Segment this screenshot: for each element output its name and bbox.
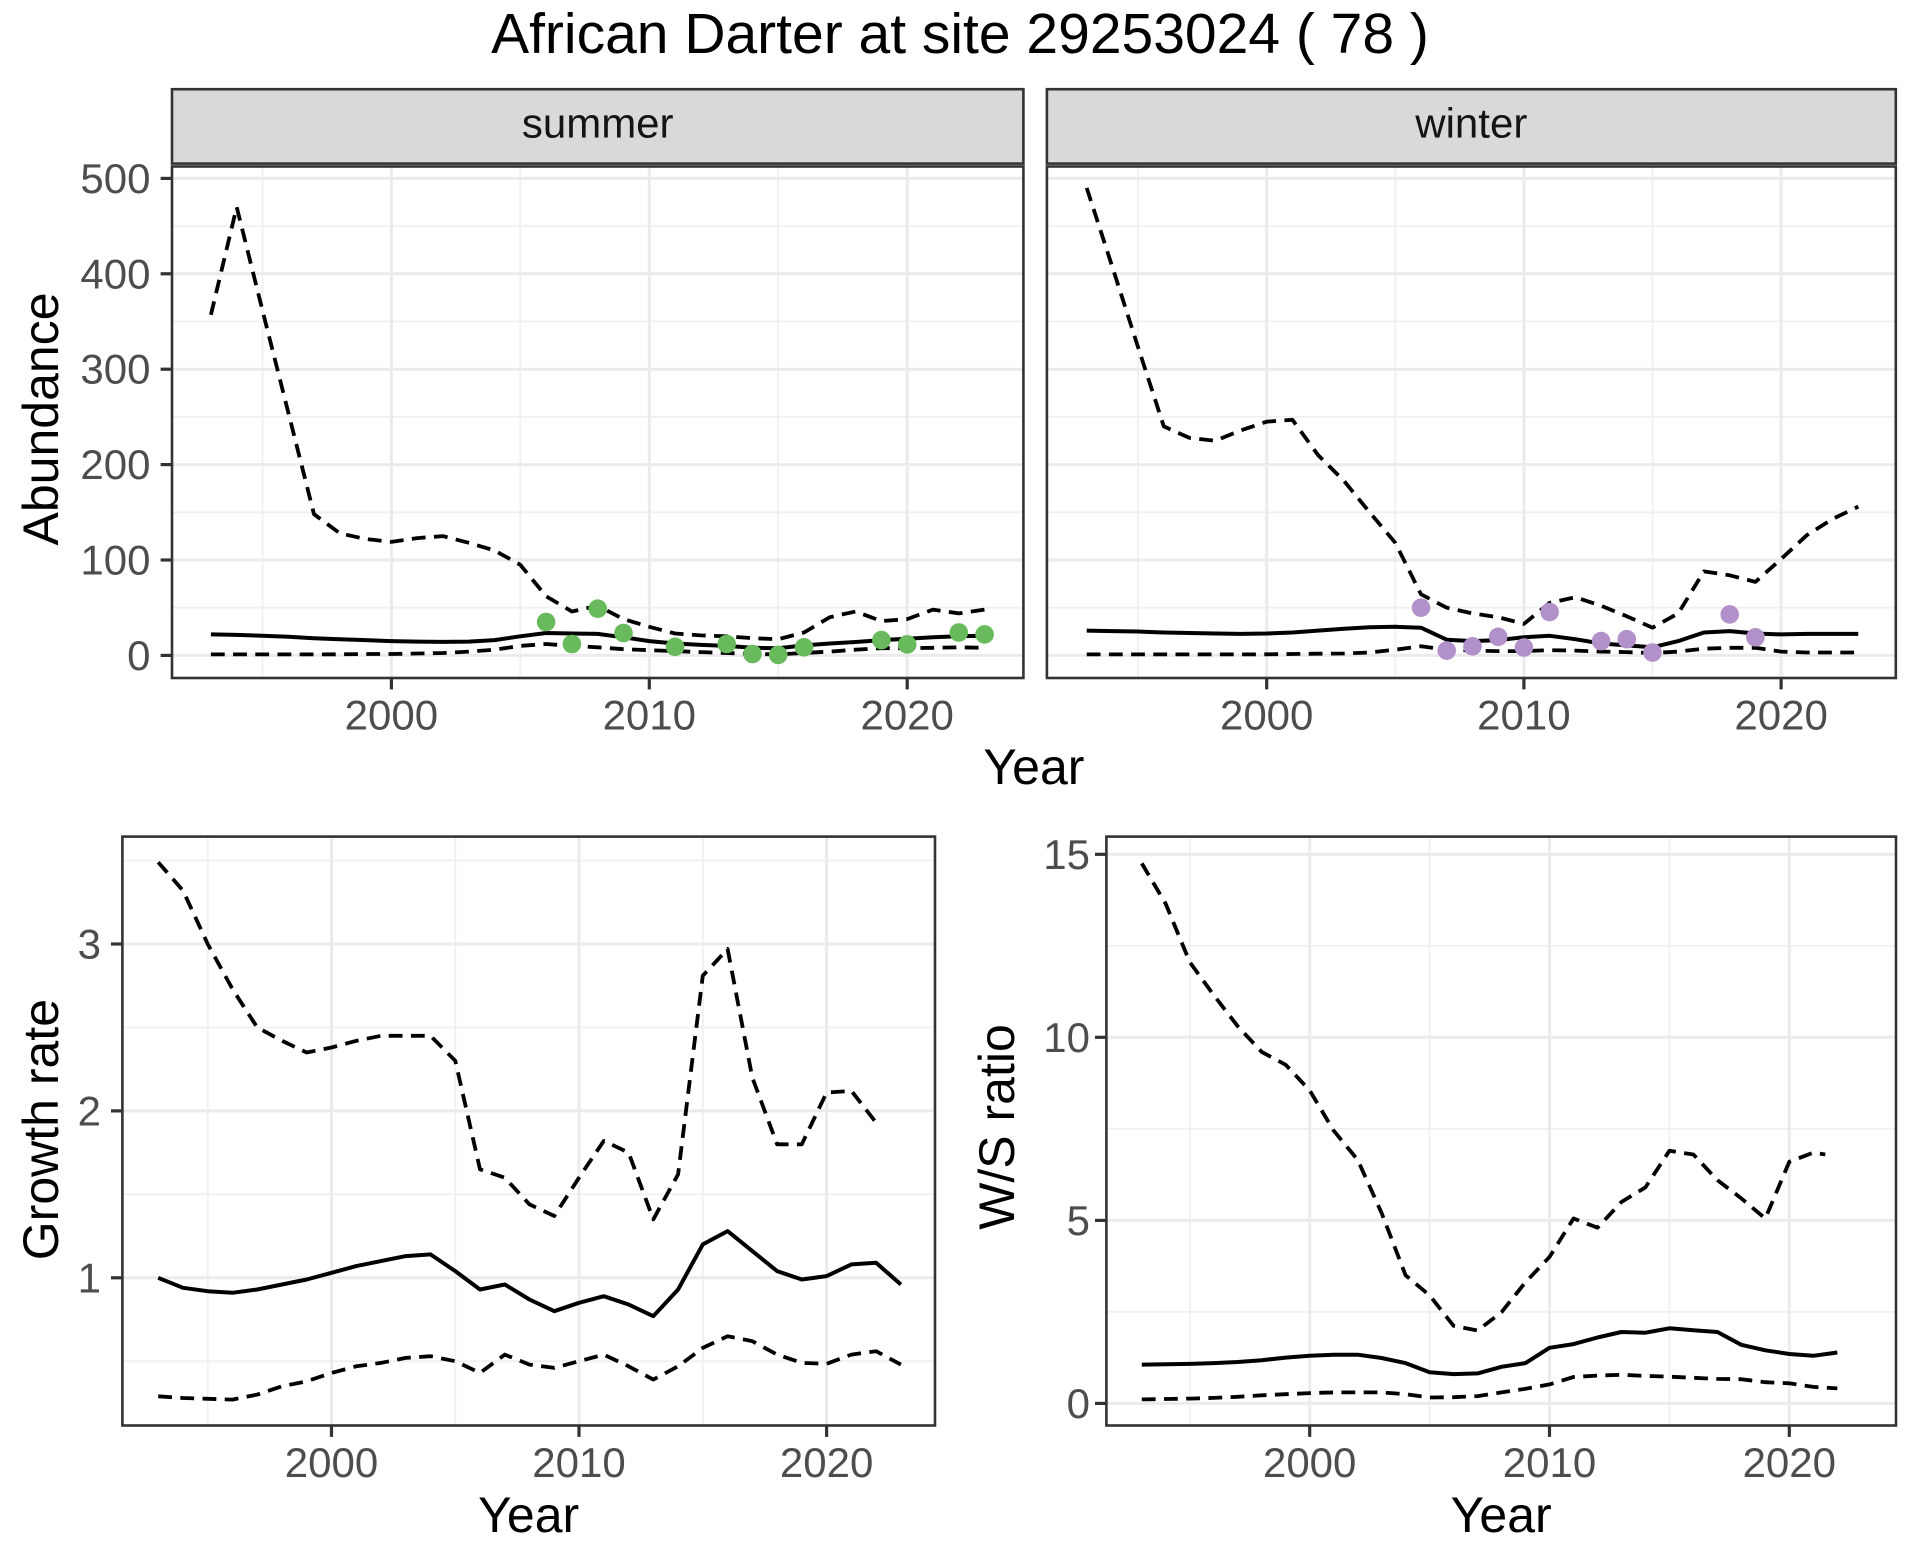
svg-text:2020: 2020: [1734, 692, 1827, 739]
svg-text:2000: 2000: [285, 1439, 378, 1486]
svg-text:2000: 2000: [1220, 692, 1313, 739]
svg-text:15: 15: [1043, 831, 1090, 878]
svg-text:10: 10: [1043, 1014, 1090, 1061]
svg-text:3: 3: [78, 921, 101, 968]
svg-text:1: 1: [78, 1254, 101, 1301]
svg-text:400: 400: [80, 250, 150, 297]
svg-text:100: 100: [80, 537, 150, 584]
svg-text:0: 0: [1067, 1380, 1090, 1427]
svg-text:2000: 2000: [345, 692, 438, 739]
svg-text:W/S ratio: W/S ratio: [969, 1024, 1025, 1230]
svg-text:Growth rate: Growth rate: [13, 999, 69, 1260]
svg-text:500: 500: [80, 155, 150, 202]
svg-text:African Darter at site 2925302: African Darter at site 29253024 ( 78 ): [491, 2, 1429, 66]
svg-text:Year: Year: [983, 739, 1084, 795]
svg-text:summer: summer: [522, 100, 674, 147]
svg-text:200: 200: [80, 441, 150, 488]
svg-text:2010: 2010: [1503, 1439, 1596, 1486]
svg-text:Year: Year: [1451, 1487, 1552, 1543]
svg-text:0: 0: [127, 632, 150, 679]
svg-text:2010: 2010: [532, 1439, 625, 1486]
svg-text:2: 2: [78, 1087, 101, 1134]
svg-text:2020: 2020: [1743, 1439, 1836, 1486]
svg-text:winter: winter: [1414, 100, 1527, 147]
svg-text:300: 300: [80, 346, 150, 393]
svg-text:2010: 2010: [1477, 692, 1570, 739]
svg-text:Year: Year: [478, 1487, 579, 1543]
svg-text:5: 5: [1067, 1197, 1090, 1244]
svg-text:2020: 2020: [780, 1439, 873, 1486]
svg-text:2010: 2010: [603, 692, 696, 739]
svg-text:Abundance: Abundance: [13, 292, 69, 545]
svg-text:2000: 2000: [1263, 1439, 1356, 1486]
svg-text:2020: 2020: [860, 692, 953, 739]
